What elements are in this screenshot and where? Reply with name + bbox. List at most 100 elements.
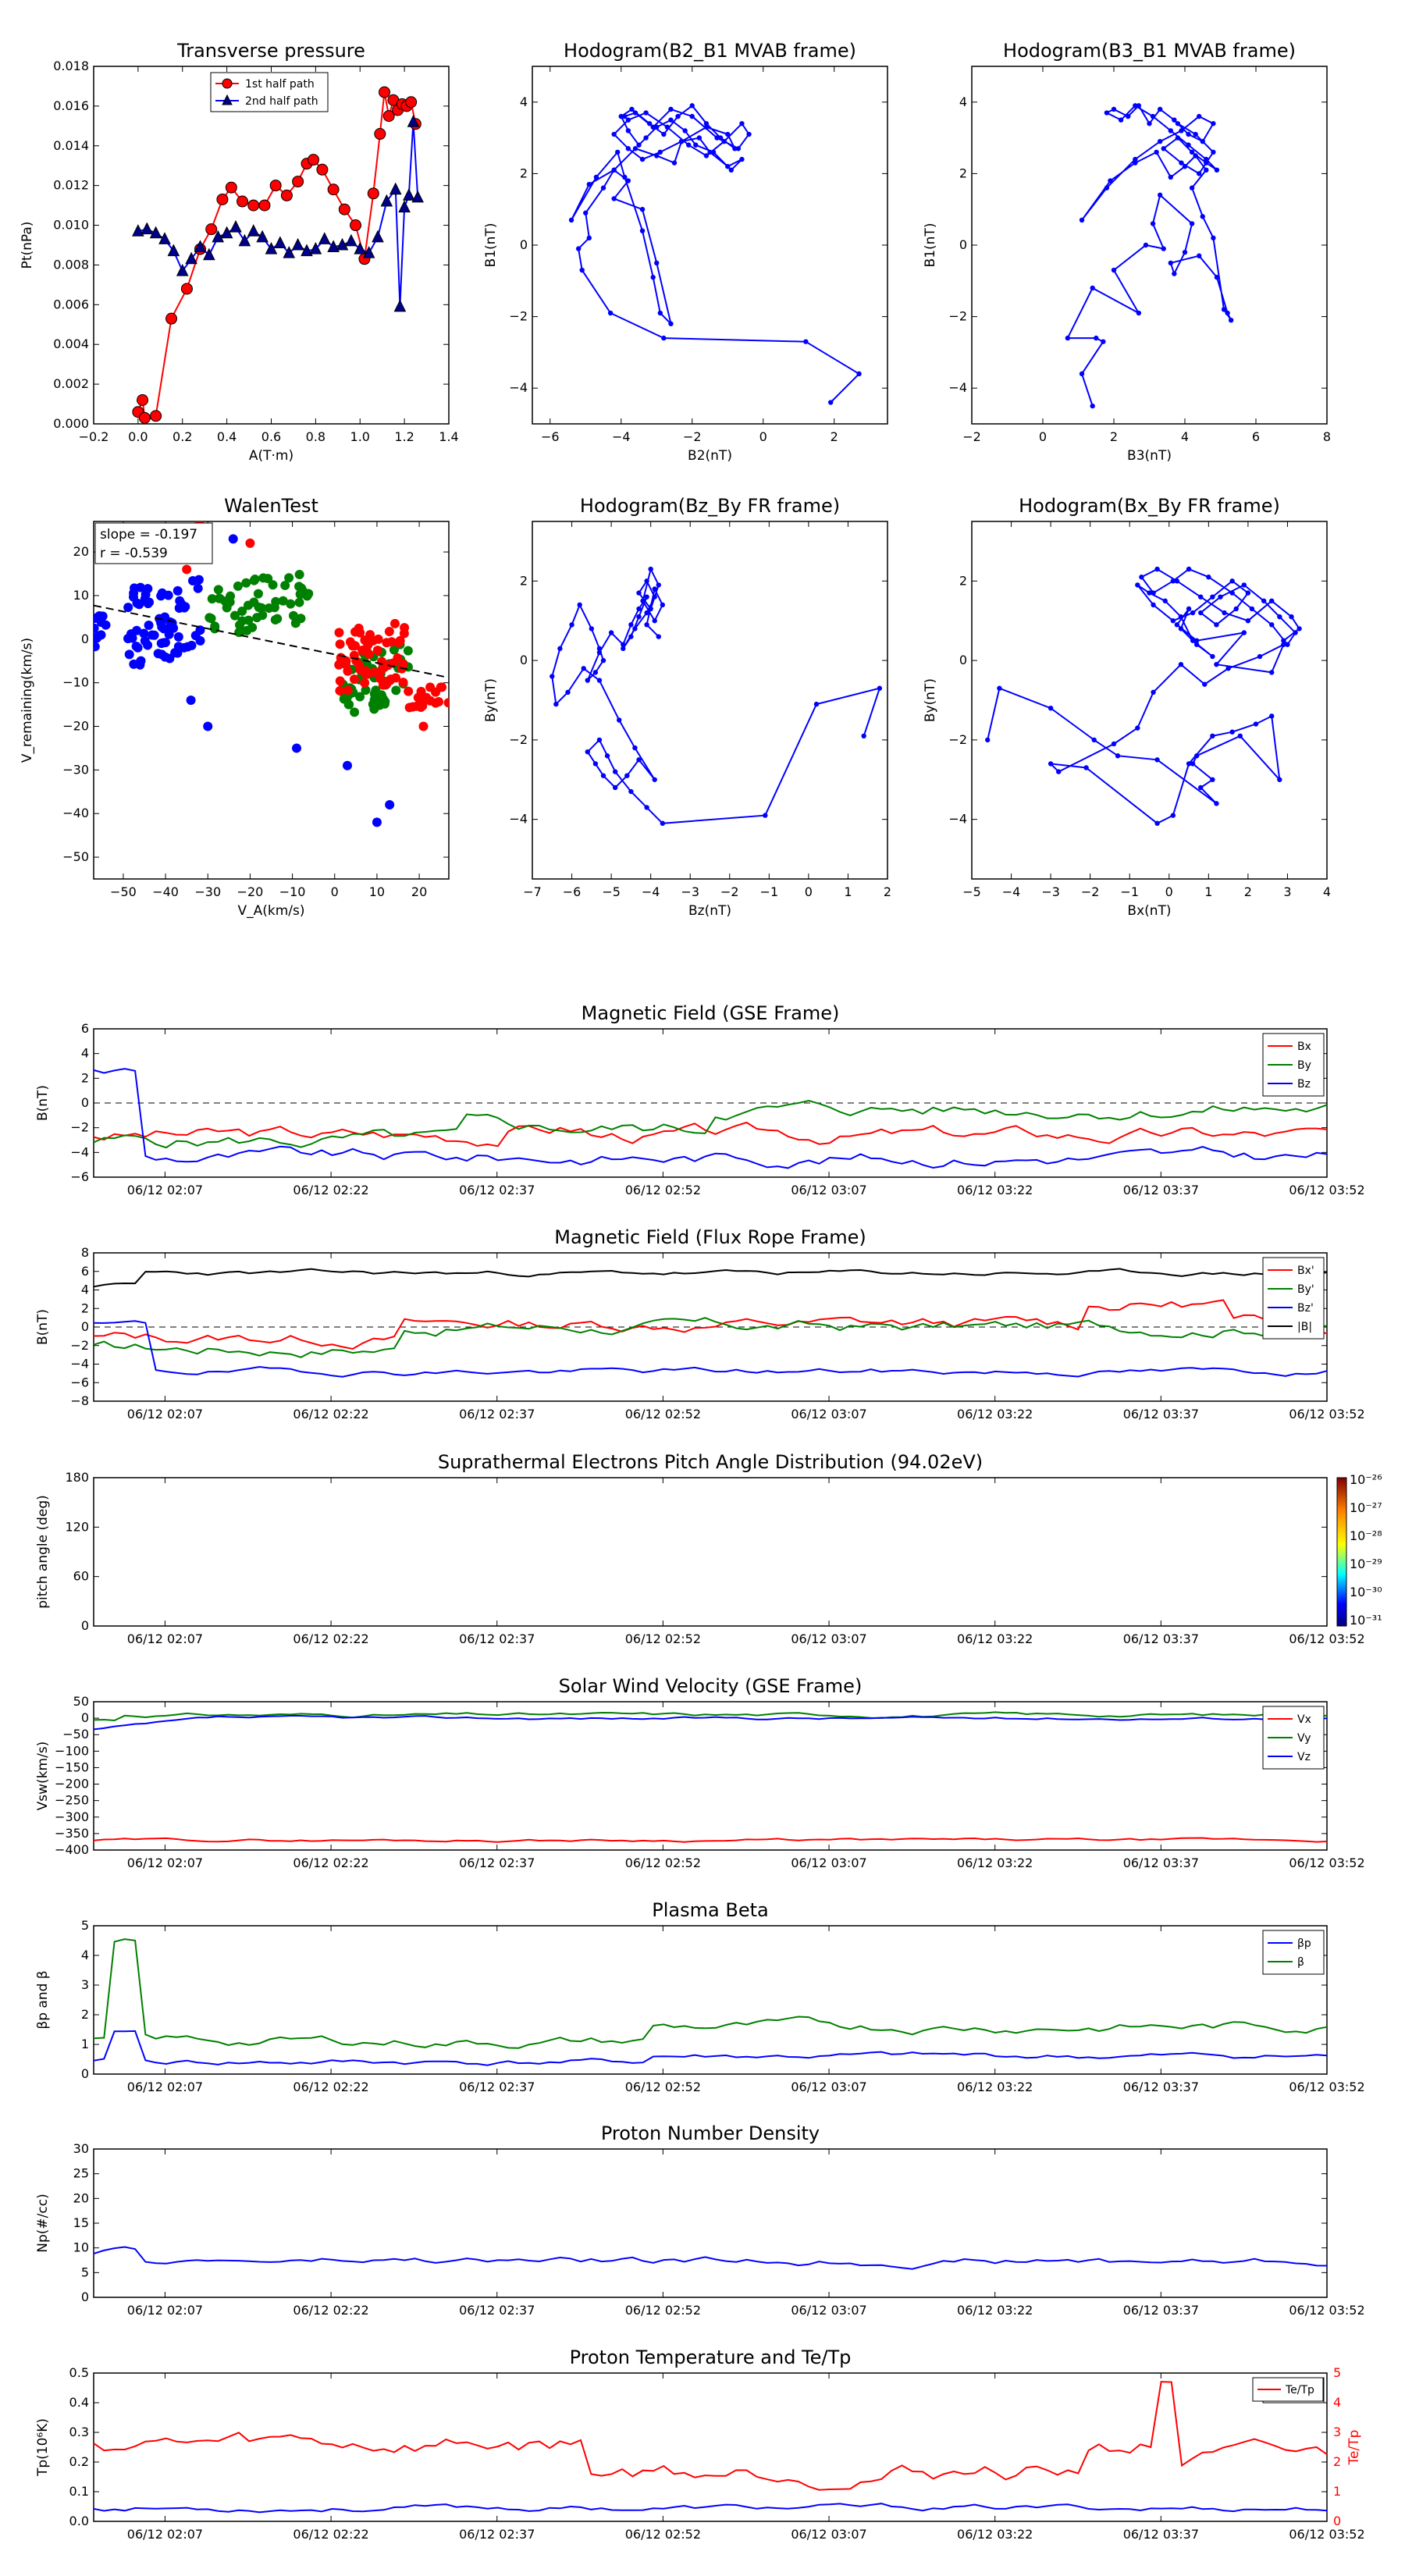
pt-ytick-label: 0.014	[53, 138, 89, 153]
hxy-point	[1193, 638, 1200, 643]
tp-ytick-label: 0.3	[69, 2425, 89, 2439]
hxy-point	[997, 685, 1002, 691]
walen-point-blue	[96, 630, 106, 640]
hxy-point	[1297, 626, 1302, 632]
hzy-point	[624, 773, 630, 778]
h31-point	[1211, 235, 1216, 241]
h31-ylabel: B1(nT)	[923, 223, 938, 268]
h21-point	[575, 246, 582, 251]
bgse-series-line	[93, 1068, 1328, 1169]
h21-point	[625, 178, 631, 183]
walen-point-red	[334, 628, 344, 638]
h31-point	[1108, 178, 1113, 183]
hzy-point	[656, 582, 661, 588]
walen-point-green	[294, 597, 304, 607]
walen-point-blue	[372, 817, 382, 827]
h31-point	[1200, 214, 1205, 219]
pt-point-1st	[382, 110, 395, 123]
walen-point-blue	[153, 649, 163, 659]
walen-point-red	[389, 618, 400, 628]
h21-point	[803, 339, 809, 344]
hzy-point	[763, 813, 768, 818]
h31-point	[1182, 164, 1188, 169]
pt-point-2nd	[247, 224, 260, 237]
np-ylabel: Np(#/cc)	[35, 2194, 51, 2252]
walen-ytick-label: −20	[62, 719, 89, 734]
hxy-point	[1193, 753, 1200, 759]
pt-point-1st	[308, 154, 320, 166]
walen-point-red	[400, 623, 410, 633]
bfr-time-label: 06/12 02:07	[127, 1407, 203, 1421]
np-ytick-label: 10	[73, 2240, 89, 2255]
walen-point-blue	[139, 628, 149, 639]
vsw-time-label: 06/12 03:22	[957, 1856, 1033, 1870]
walen-point-green	[235, 620, 245, 630]
pt-ytick-label: 0.006	[53, 297, 89, 311]
bgse-ytick-label: −4	[70, 1144, 89, 1159]
h21-point	[586, 235, 592, 241]
hxy-point	[1147, 590, 1152, 596]
beta-time-label: 06/12 03:52	[1289, 2080, 1364, 2094]
pt-point-2nd	[291, 237, 304, 251]
pt-point-2nd	[398, 200, 411, 213]
h21-ytick-label: 4	[520, 94, 528, 109]
h21-point	[725, 131, 731, 137]
pt-ytick-label: 0.002	[53, 376, 89, 391]
walen-point-green	[379, 694, 389, 704]
h31-xtick-label: 4	[1181, 429, 1189, 444]
walen-xtick-label: −50	[110, 884, 137, 899]
h21-point	[600, 185, 606, 190]
pad-ytick-label: 120	[65, 1519, 89, 1534]
hxy-point	[1214, 801, 1219, 806]
pt-xtick-label: 0.8	[306, 429, 325, 444]
walen-annotation-box	[94, 522, 213, 564]
walen-point-blue	[190, 631, 201, 641]
bgse-time-label: 06/12 02:52	[625, 1183, 701, 1197]
hxy-title: Hodogram(Bx_By FR frame)	[1019, 495, 1280, 517]
walen-point-blue	[98, 611, 108, 621]
walen-xlabel: V_A(km/s)	[237, 903, 304, 919]
walen-point-green	[205, 613, 215, 623]
walen-point-red	[437, 682, 447, 692]
tp-ytick2-label: 1	[1333, 2484, 1341, 2499]
pt-point-2nd	[167, 244, 180, 257]
hzy-point	[596, 646, 603, 652]
hzy-point	[600, 657, 606, 664]
hxy-point	[1178, 626, 1184, 632]
walen-point-blue	[193, 583, 203, 593]
hxy-point	[1214, 622, 1219, 628]
hxy-point	[1293, 630, 1298, 635]
hxy-point	[1218, 594, 1223, 600]
h21-point	[625, 117, 631, 123]
pt-point-2nd	[309, 241, 322, 254]
hxy-point	[1186, 761, 1192, 767]
hzy-point	[652, 586, 657, 592]
pad-time-label: 06/12 02:22	[293, 1631, 368, 1646]
beta-ytick-label: 1	[81, 2037, 89, 2051]
h21-point	[625, 146, 631, 151]
walen-ytick-label: −40	[62, 806, 89, 820]
walen-point-blue	[132, 598, 142, 608]
tp-time-label: 06/12 02:52	[625, 2527, 701, 2542]
pt-point-2nd	[393, 299, 407, 312]
hxy-point	[1229, 578, 1235, 584]
h31-point	[1168, 260, 1174, 266]
hxy-ytick-label: −4	[948, 812, 967, 827]
beta-time-label: 06/12 02:07	[127, 2080, 203, 2094]
hzy-point	[596, 649, 603, 656]
bgse-ytick-label: −2	[70, 1120, 89, 1135]
vsw-series-line	[93, 1837, 1328, 1843]
walen-point-blue	[158, 638, 169, 648]
walen-point-green	[272, 614, 283, 624]
beta-legend	[1262, 1930, 1325, 1975]
walen-point-blue	[385, 800, 395, 810]
h21-point	[639, 228, 646, 233]
h31-point	[1172, 271, 1177, 276]
pt-point-2nd	[238, 233, 251, 247]
bgse-series-line	[93, 1121, 1328, 1147]
h21-title: Hodogram(B2_B1 MVAB frame)	[564, 40, 856, 62]
vsw-ytick-label: −300	[55, 1809, 89, 1824]
h21-point	[703, 153, 710, 158]
pt-point-2nd	[327, 240, 340, 253]
walen-point-green	[278, 596, 288, 606]
